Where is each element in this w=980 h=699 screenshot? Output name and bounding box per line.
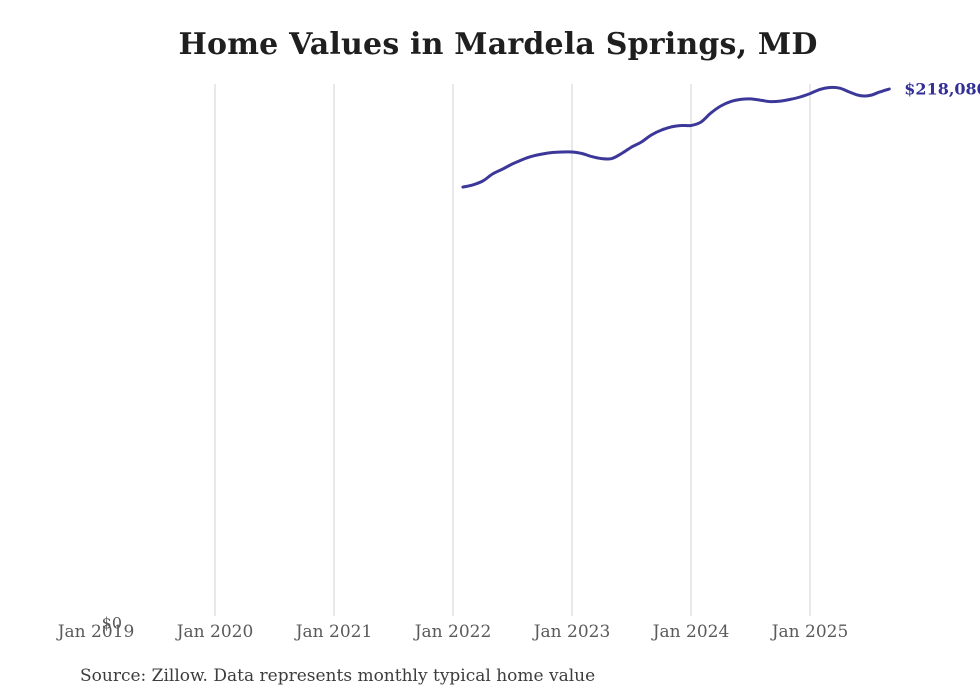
x-tick-label: Jan 2025 xyxy=(771,622,849,642)
x-tick-label: Jan 2023 xyxy=(533,622,611,642)
end-value-label: $218,080 xyxy=(904,79,980,99)
x-tick-label: Jan 2020 xyxy=(176,622,254,642)
home-value-line xyxy=(461,85,891,189)
x-tick-label: Jan 2021 xyxy=(295,622,373,642)
x-tick-label: Jan 2024 xyxy=(652,622,730,642)
source-note: Source: Zillow. Data represents monthly … xyxy=(80,666,596,686)
x-tick-label: Jan 2022 xyxy=(414,622,492,642)
x-tick-label: Jan 2019 xyxy=(57,622,135,642)
chart-title: Home Values in Mardela Springs, MD xyxy=(178,27,818,62)
y-axis-zero-label: $0 xyxy=(101,613,122,633)
